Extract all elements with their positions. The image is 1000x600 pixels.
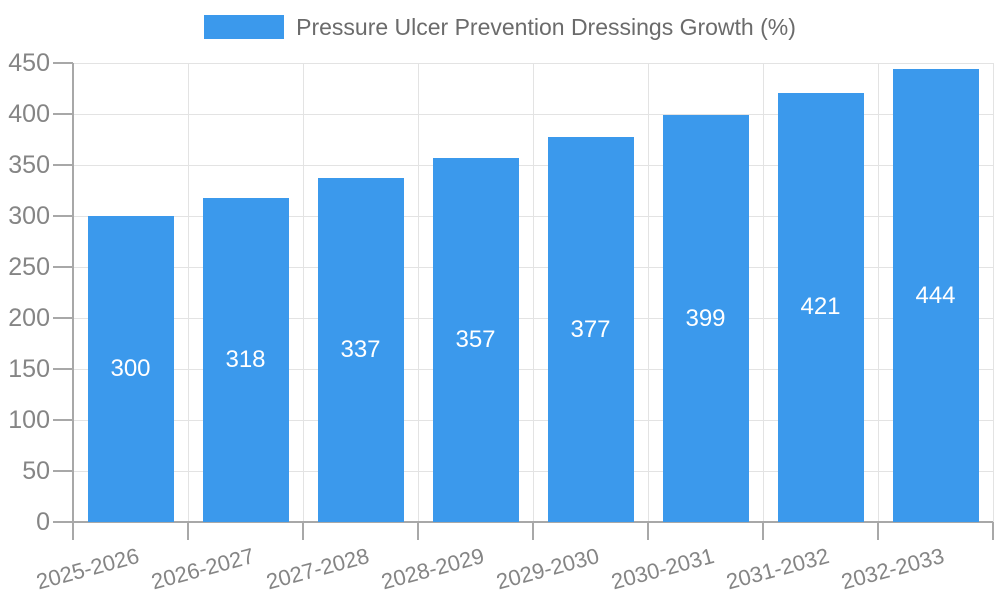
- y-tick: [53, 470, 73, 472]
- bar-value-label: 377: [570, 315, 611, 343]
- legend-swatch-icon: [204, 15, 285, 39]
- y-tick: [53, 113, 73, 115]
- x-tick-label: 2026-2027: [148, 543, 257, 595]
- x-tick: [877, 522, 879, 540]
- bar-value-label: 318: [225, 345, 266, 373]
- x-tick: [762, 522, 764, 540]
- bar-value-label: 444: [915, 281, 956, 309]
- gridline-v: [762, 63, 764, 522]
- x-tick: [992, 522, 994, 540]
- bar[interactable]: [892, 69, 979, 522]
- y-tick-label: 0: [36, 508, 50, 536]
- y-tick-label: 50: [22, 457, 50, 485]
- y-tick-label: 100: [8, 406, 50, 434]
- bar[interactable]: [547, 137, 634, 522]
- bar[interactable]: [202, 197, 289, 522]
- x-tick: [302, 522, 304, 540]
- y-tick-label: 350: [8, 151, 50, 179]
- gridline-v: [877, 63, 879, 522]
- x-axis-line: [73, 521, 993, 523]
- bar-value-label: 421: [800, 293, 841, 321]
- gridline-v: [417, 63, 419, 522]
- x-tick-label: 2031-2032: [723, 543, 832, 595]
- bar-value-label: 399: [685, 304, 726, 332]
- bar[interactable]: [317, 178, 404, 522]
- y-tick-label: 450: [8, 49, 50, 77]
- y-tick: [53, 62, 73, 64]
- x-tick: [417, 522, 419, 540]
- gridline-v: [647, 63, 649, 522]
- gridline-v: [532, 63, 534, 522]
- x-tick-label: 2028-2029: [378, 543, 487, 595]
- y-tick: [53, 368, 73, 370]
- y-tick: [53, 317, 73, 319]
- x-tick-label: 2029-2030: [493, 543, 602, 595]
- bar[interactable]: [662, 115, 749, 522]
- y-tick-label: 150: [8, 355, 50, 383]
- legend[interactable]: Pressure Ulcer Prevention Dressings Grow…: [0, 13, 1000, 41]
- y-tick-label: 250: [8, 253, 50, 281]
- y-tick: [53, 164, 73, 166]
- x-tick: [647, 522, 649, 540]
- bar-value-label: 337: [340, 336, 381, 364]
- bar-value-label: 357: [455, 325, 496, 353]
- x-tick-label: 2032-2033: [838, 543, 947, 595]
- bar[interactable]: [432, 157, 519, 522]
- gridline-v: [187, 63, 189, 522]
- gridline-v: [992, 63, 994, 522]
- y-tick-label: 300: [8, 202, 50, 230]
- y-axis-line: [72, 63, 74, 540]
- x-tick-label: 2025-2026: [33, 543, 142, 595]
- gridline-v: [302, 63, 304, 522]
- bar[interactable]: [777, 92, 864, 522]
- y-tick: [53, 266, 73, 268]
- legend-label: Pressure Ulcer Prevention Dressings Grow…: [296, 14, 796, 40]
- y-tick: [53, 215, 73, 217]
- x-tick: [187, 522, 189, 540]
- bar-value-label: 300: [110, 355, 151, 382]
- y-tick: [53, 521, 73, 523]
- y-tick-label: 200: [8, 304, 50, 332]
- x-tick: [532, 522, 534, 540]
- bar[interactable]: [87, 216, 174, 522]
- x-tick-label: 2027-2028: [263, 543, 372, 595]
- x-tick-label: 2030-2031: [608, 543, 717, 595]
- y-tick: [53, 419, 73, 421]
- y-tick-label: 400: [8, 100, 50, 128]
